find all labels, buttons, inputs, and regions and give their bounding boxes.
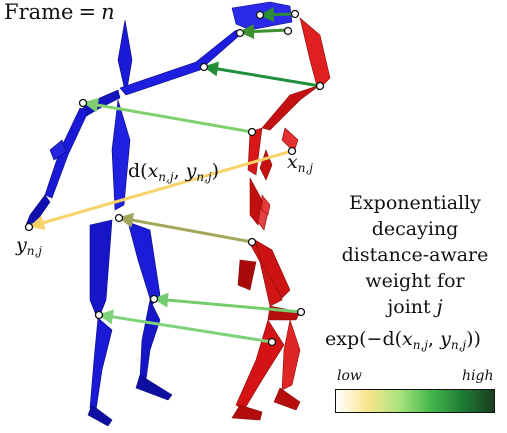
joint-markers — [24, 9, 325, 347]
x-joint-label-sub: n,j — [297, 161, 313, 175]
exp-comma: , — [428, 328, 441, 350]
joint-red-hip — [247, 237, 257, 247]
distance-label-comma: , — [173, 160, 186, 182]
y-joint-label-base: y — [16, 234, 27, 256]
joint-blue-ankle — [94, 310, 104, 320]
arrow-ankle — [98, 309, 274, 344]
distance-arrows — [29, 7, 322, 344]
frame-title: Frame = n — [4, 0, 115, 24]
exp-formula: exp(−d(xn,j, yn,j)) — [325, 328, 481, 352]
desc-line-5: joint j — [335, 294, 495, 320]
arrow-knee — [153, 292, 303, 314]
exp-suffix: )) — [466, 328, 481, 350]
frame-title-equals: = — [78, 0, 97, 24]
joint-red-neck — [283, 26, 293, 36]
desc-line-4: weight for — [365, 270, 465, 292]
exp-prefix: exp(−d( — [325, 328, 403, 350]
desc-joint-word: joint — [387, 296, 431, 318]
distance-label-open: d( — [128, 160, 148, 182]
exp-ysub: n,j — [450, 338, 467, 352]
frame-title-word: Frame — [4, 0, 74, 24]
distance-label-x: x — [147, 160, 159, 182]
joint-red-shoulder — [315, 81, 325, 91]
distance-label-xsub: n,j — [158, 170, 174, 184]
desc-line-2: decaying — [371, 218, 459, 240]
desc-line-3: distance-aware — [341, 244, 489, 266]
joint-red-head-top — [290, 9, 300, 19]
arrow-neck — [239, 23, 290, 39]
weight-colorbar — [335, 389, 495, 413]
joint-red-ankle — [267, 337, 277, 347]
weight-description: Exponentially decaying distance-aware we… — [335, 190, 495, 320]
arrow-head-top — [259, 7, 297, 23]
joint-blue-shoulder — [199, 62, 209, 72]
arrow-hip — [118, 212, 254, 244]
desc-joint-var: j — [436, 296, 443, 318]
distance-label-y: y — [185, 160, 197, 182]
colorbar-high-label: high — [462, 368, 494, 384]
x-joint-label: xn,j — [287, 151, 313, 175]
exp-x: x — [402, 328, 413, 350]
y-joint-label-sub: n,j — [26, 244, 42, 258]
arrow-elbow — [83, 97, 254, 134]
arrow-right-shoulder — [203, 61, 322, 88]
joint-blue-wrist — [24, 222, 34, 232]
exp-y: y — [440, 328, 451, 350]
joint-red-elbow — [247, 127, 257, 137]
arrow-wrist — [29, 149, 294, 230]
joint-red-wrist — [287, 146, 297, 156]
distance-label-close: ) — [211, 160, 220, 182]
joint-blue-neck — [235, 28, 245, 38]
frame-title-var: n — [101, 0, 115, 24]
joint-blue-hip — [114, 213, 124, 223]
distance-label: d(xn,j, yn,j) — [128, 160, 219, 184]
joint-blue-elbow — [78, 98, 88, 108]
joint-blue-knee — [149, 294, 159, 304]
distance-label-ysub: n,j — [196, 170, 212, 184]
exp-xsub: n,j — [412, 338, 429, 352]
y-joint-label: yn,j — [16, 234, 42, 258]
joint-blue-head-top — [255, 10, 265, 20]
x-joint-label-base: x — [287, 151, 298, 173]
joint-red-knee — [296, 307, 306, 317]
colorbar-low-label: low — [337, 368, 362, 384]
desc-line-1: Exponentially — [349, 192, 481, 214]
